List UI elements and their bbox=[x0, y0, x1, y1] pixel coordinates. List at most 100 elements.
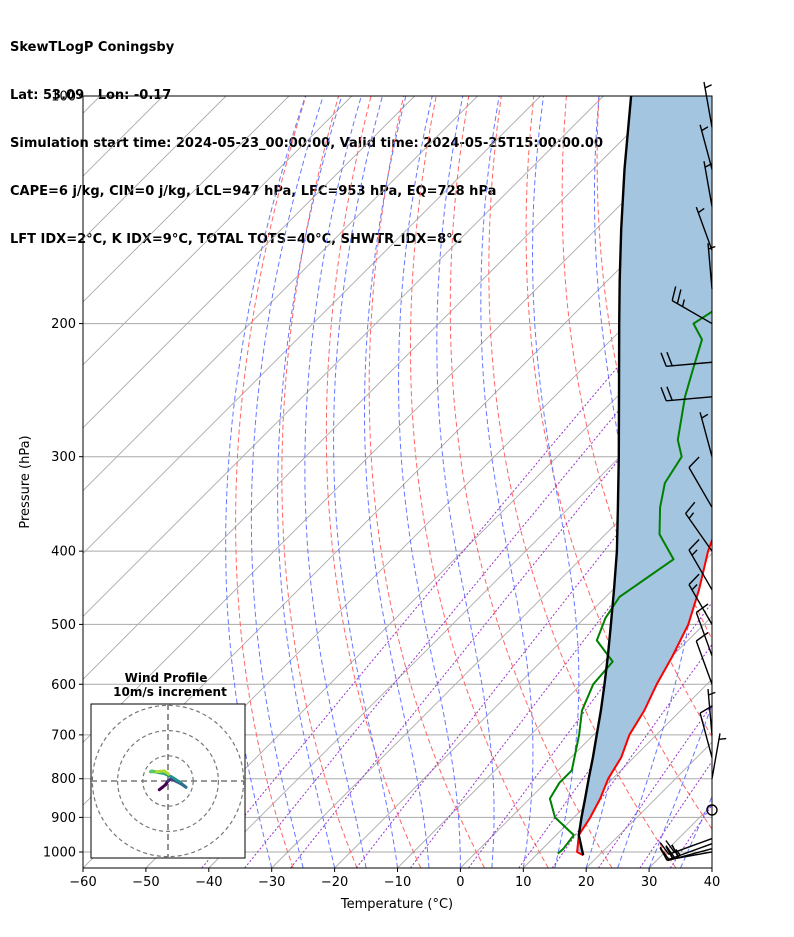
isotherm-line bbox=[711, 867, 712, 868]
wind-barb bbox=[711, 733, 727, 779]
temperature-line bbox=[576, 537, 712, 857]
wind-barb bbox=[685, 501, 713, 552]
y-tick-label: 300 bbox=[51, 450, 76, 465]
x-tick-label: 30 bbox=[641, 875, 658, 890]
dry-adiabat bbox=[525, 96, 712, 830]
isotherm-line bbox=[83, 96, 101, 114]
isotherm-line bbox=[83, 112, 712, 743]
wind-barb bbox=[695, 631, 713, 685]
x-tick-label: 0 bbox=[456, 875, 464, 890]
cape-area bbox=[577, 96, 712, 856]
wind-barb bbox=[703, 81, 713, 128]
hodograph-subtitle: 10m/s increment bbox=[113, 685, 227, 699]
moist-adiabat bbox=[531, 96, 580, 868]
isotherm-line bbox=[83, 96, 478, 492]
dry-adiabat bbox=[729, 96, 794, 868]
isotherm-line bbox=[334, 489, 712, 868]
isotherm-line bbox=[83, 96, 416, 429]
mixing-ratio-line bbox=[290, 344, 712, 868]
title-cape-info: CAPE=6 j/kg, CIN=0 j/kg, LCL=947 hPa, LF… bbox=[10, 184, 497, 199]
wind-barb bbox=[695, 206, 713, 251]
wind-barb bbox=[688, 456, 713, 508]
hodograph-plot bbox=[91, 704, 245, 858]
parcel-line bbox=[577, 96, 633, 856]
y-tick-label: 1000 bbox=[43, 845, 76, 860]
wind-barb bbox=[659, 837, 713, 855]
isotherm-line bbox=[83, 96, 227, 240]
wind-barb bbox=[699, 124, 713, 170]
mixing-ratio-line bbox=[597, 703, 712, 868]
isotherm-line bbox=[83, 96, 667, 680]
dry-adiabat bbox=[410, 96, 549, 868]
dry-adiabat bbox=[449, 96, 613, 868]
isotherm-line bbox=[460, 615, 712, 868]
y-tick-label: 500 bbox=[51, 618, 76, 633]
axes: −60 −50 −40 −30 −20 −10 0 10 20 30 40 100 200 300 400 5… bbox=[43, 90, 720, 891]
moist-adiabat bbox=[648, 703, 712, 868]
y-tick-label: 700 bbox=[51, 728, 76, 743]
x-tick-label: −50 bbox=[132, 875, 159, 890]
wind-barb bbox=[688, 539, 713, 591]
x-tick-label: −20 bbox=[321, 875, 348, 890]
title-indices: LFT IDX=2°C, K IDX=9°C, TOTAL TOTS=40°C,… bbox=[10, 232, 463, 247]
wind-barb bbox=[688, 573, 713, 625]
y-tick-label: 800 bbox=[51, 772, 76, 787]
profiles bbox=[548, 96, 712, 857]
moist-adiabat bbox=[225, 96, 306, 868]
moist-adiabat bbox=[711, 866, 712, 868]
y-tick-label: 400 bbox=[51, 545, 76, 560]
isotherm-line bbox=[83, 96, 353, 366]
mixing-ratio-line bbox=[669, 804, 712, 868]
wind-barb bbox=[659, 843, 713, 861]
x-tick-label: −40 bbox=[195, 875, 222, 890]
dry-adiabat bbox=[281, 96, 358, 868]
moist-adiabat bbox=[250, 96, 324, 868]
wind-barb bbox=[699, 704, 713, 758]
y-tick-label: 200 bbox=[51, 317, 76, 332]
moist-adiabat bbox=[680, 795, 712, 868]
x-tick-label: −60 bbox=[69, 875, 96, 890]
cape-fill bbox=[577, 96, 712, 856]
dry-adiabat bbox=[368, 96, 485, 868]
x-axis-label: Temperature (°C) bbox=[340, 897, 453, 912]
moist-adiabat bbox=[304, 96, 367, 868]
y-tick-label: 600 bbox=[51, 678, 76, 693]
x-tick-label: 40 bbox=[704, 875, 721, 890]
moist-adiabat bbox=[364, 96, 430, 868]
dry-adiabat bbox=[325, 96, 422, 868]
dewpoint-line bbox=[548, 310, 712, 855]
dry-adiabat bbox=[762, 96, 794, 868]
x-tick-label: −30 bbox=[258, 875, 285, 890]
moist-adiabat bbox=[333, 96, 398, 868]
moist-adiabat bbox=[397, 96, 461, 868]
dry-adiabat bbox=[235, 96, 307, 868]
moist-adiabat bbox=[480, 96, 534, 868]
isotherm-line bbox=[83, 96, 604, 618]
wind-barb bbox=[699, 412, 713, 457]
hodograph-ring bbox=[116, 729, 220, 832]
moist-adiabat bbox=[617, 96, 703, 868]
isotherm-line bbox=[83, 96, 290, 303]
mixing-ratio-line bbox=[409, 474, 712, 868]
y-tick-label: 900 bbox=[51, 811, 76, 826]
x-tick-label: −10 bbox=[384, 875, 411, 890]
mixing-ratio-line bbox=[244, 297, 712, 868]
isotherm-line bbox=[397, 552, 712, 868]
moist-adiabat bbox=[775, 96, 794, 868]
y-axis-label: Pressure (hPa) bbox=[18, 435, 33, 528]
moist-adiabat bbox=[277, 96, 343, 868]
dry-adiabat bbox=[488, 96, 677, 868]
wind-barb bbox=[671, 286, 713, 325]
hodograph-inset: Wind Profile 10m/s increment bbox=[90, 671, 246, 859]
y-tick-label: 100 bbox=[51, 90, 76, 105]
title-station: SkewTLogP Coningsby bbox=[10, 40, 175, 55]
wind-barb bbox=[660, 386, 713, 402]
moist-adiabat bbox=[744, 96, 794, 868]
x-tick-label: 20 bbox=[578, 875, 595, 890]
mixing-ratio-line bbox=[201, 254, 712, 868]
mixing-ratio-line bbox=[639, 760, 712, 868]
isotherm-line bbox=[522, 678, 712, 868]
wind-barb bbox=[659, 844, 713, 862]
hodograph-title: Wind Profile bbox=[125, 671, 208, 685]
